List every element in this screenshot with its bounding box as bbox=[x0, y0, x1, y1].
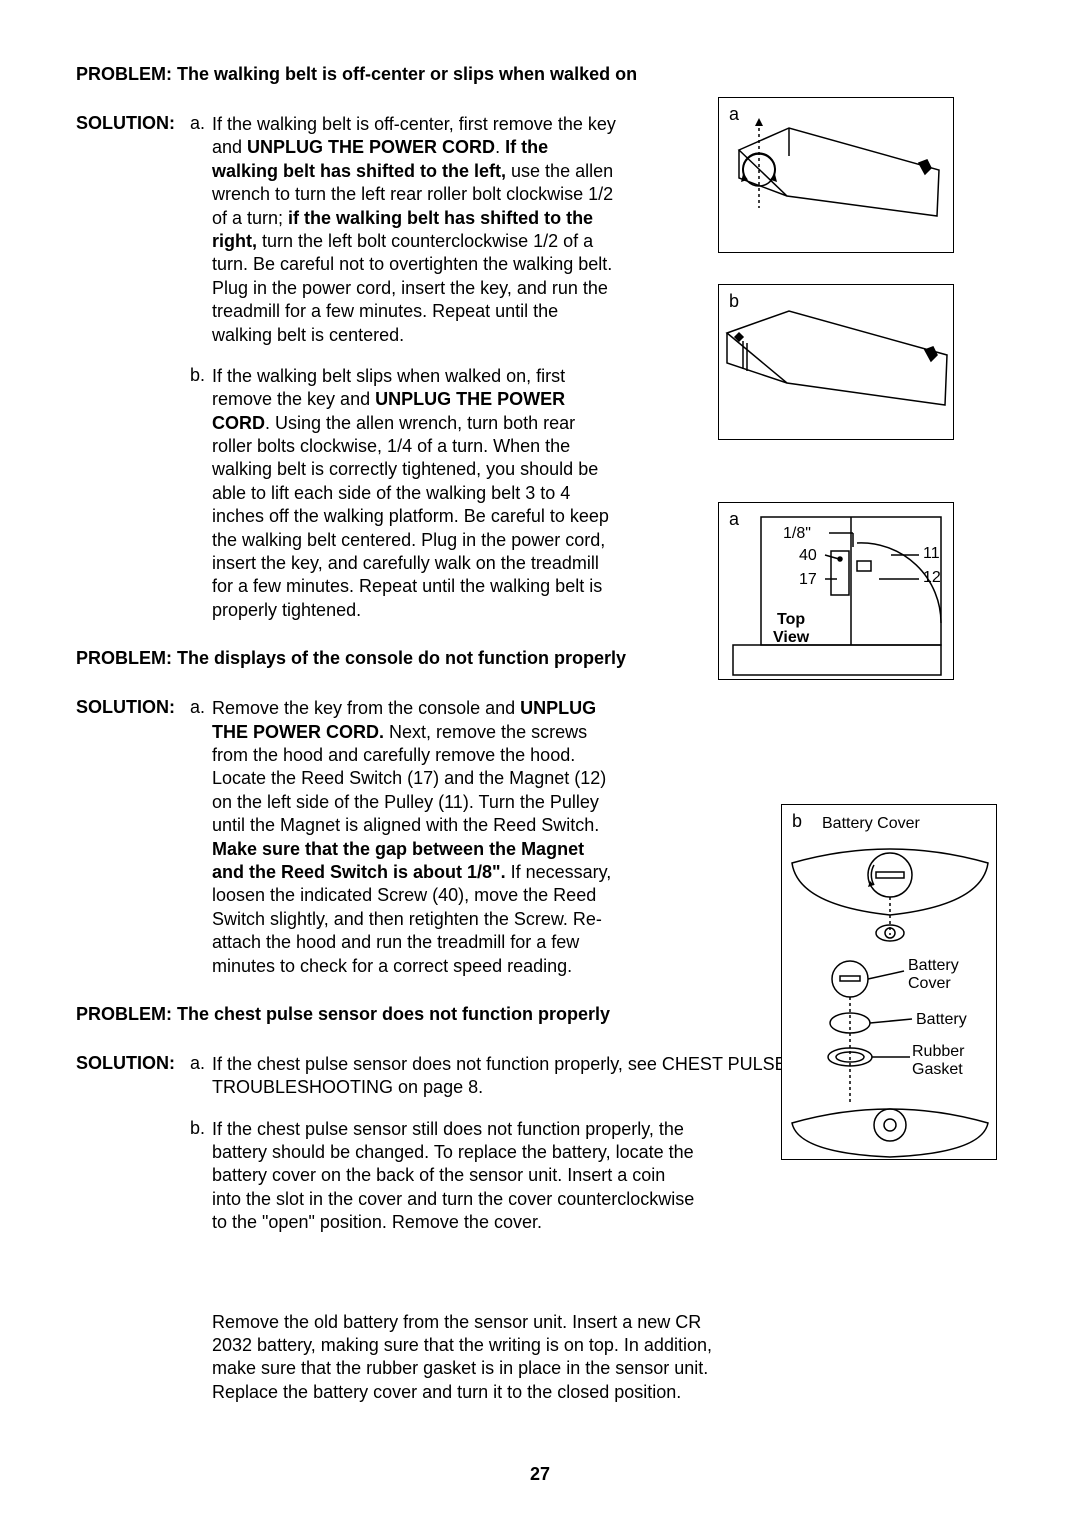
figure-label: a bbox=[729, 104, 739, 125]
gap-label: 1/8" bbox=[783, 525, 811, 543]
reed-switch-diagram bbox=[719, 503, 955, 681]
solution-text-3b: If the chest pulse sensor still does not… bbox=[212, 1118, 696, 1235]
figure-3b: b bbox=[781, 804, 997, 1160]
label-12: 12 bbox=[923, 569, 941, 587]
figure-label: a bbox=[729, 509, 739, 530]
figure-2a: a 1/8" 40 17 11 bbox=[718, 502, 954, 680]
solution-letter: a. bbox=[190, 113, 212, 134]
solution-text-1b: If the walking belt slips when walked on… bbox=[212, 365, 616, 622]
label-17: 17 bbox=[799, 571, 817, 589]
label-11: 11 bbox=[923, 545, 940, 563]
solution-label: SOLUTION: bbox=[76, 1053, 190, 1074]
solution-letter: b. bbox=[190, 365, 212, 386]
solution-letter: b. bbox=[190, 1118, 212, 1139]
solution-label: SOLUTION: bbox=[76, 697, 190, 718]
manual-page: PROBLEM: The walking belt is off-center … bbox=[0, 0, 1080, 1525]
figure-1a: a bbox=[718, 97, 954, 253]
page-number: 27 bbox=[76, 1464, 1004, 1485]
belt-roller-diagram-b bbox=[719, 285, 955, 441]
problem-heading-1: PROBLEM: The walking belt is off-center … bbox=[76, 64, 1004, 85]
figure-label: b bbox=[792, 811, 802, 832]
belt-roller-diagram-a bbox=[719, 98, 955, 254]
figure-label: b bbox=[729, 291, 739, 312]
figure-1b: b bbox=[718, 284, 954, 440]
solution-text-3c: Remove the old battery from the sensor u… bbox=[212, 1311, 732, 1405]
battery-diagram bbox=[782, 805, 998, 1161]
battery-cover-label: Battery Cover bbox=[908, 957, 959, 993]
solution-text-1a: If the walking belt is off-center, first… bbox=[212, 113, 616, 347]
battery-cover-top-label: Battery Cover bbox=[822, 815, 920, 833]
solution-text-2a: Remove the key from the console and UNPL… bbox=[212, 697, 616, 978]
top-view-label: Top View bbox=[773, 611, 809, 647]
rubber-gasket-label: Rubber Gasket bbox=[912, 1043, 964, 1079]
battery-label: Battery bbox=[916, 1011, 967, 1029]
solution-label: SOLUTION: bbox=[76, 113, 190, 134]
solution-letter: a. bbox=[190, 697, 212, 718]
solution-letter: a. bbox=[190, 1053, 212, 1074]
label-40: 40 bbox=[799, 547, 817, 565]
